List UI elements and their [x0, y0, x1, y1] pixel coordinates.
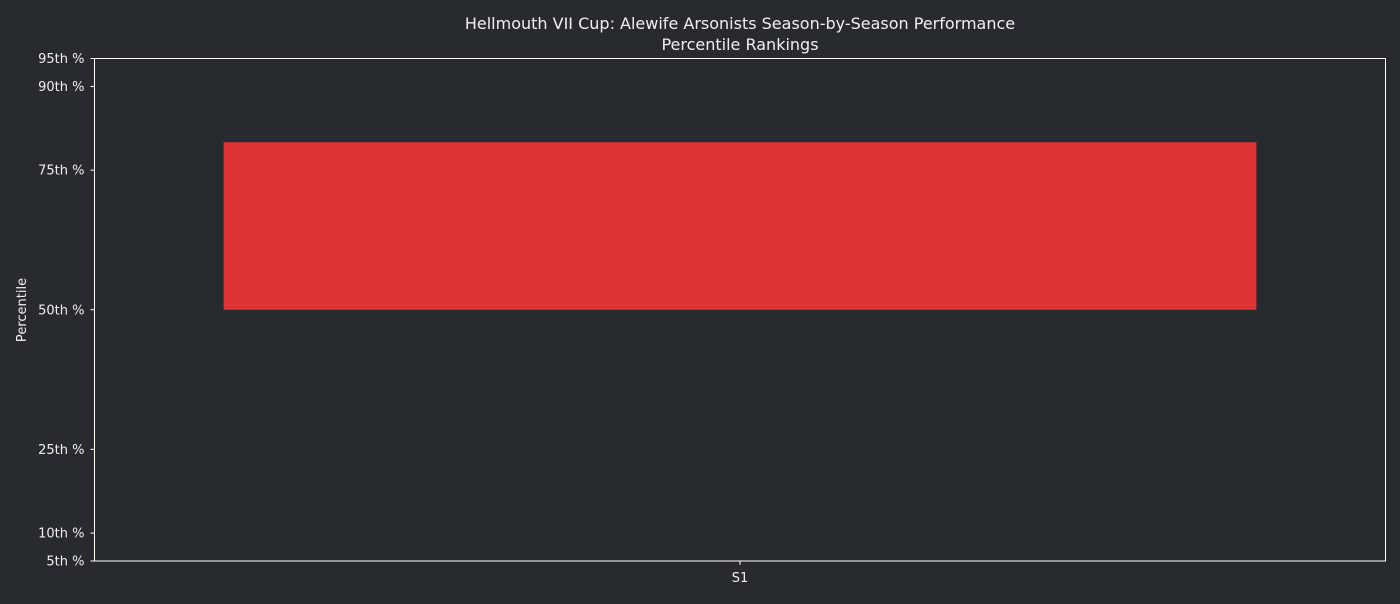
y-axis-label: Percentile: [15, 278, 30, 342]
y-tick-label: 25th %: [38, 443, 84, 458]
y-tick-label: 5th %: [46, 555, 84, 570]
chart-title: Hellmouth VII Cup: Alewife Arsonists Sea…: [465, 14, 1015, 33]
y-tick-label: 50th %: [38, 303, 84, 318]
chart-subtitle: Percentile Rankings: [661, 35, 818, 54]
y-tick-label: 95th %: [38, 52, 84, 67]
y-tick-label: 10th %: [38, 527, 84, 542]
y-tick-label: 75th %: [38, 164, 84, 179]
x-tick-label: S1: [732, 571, 749, 586]
y-tick-label: 90th %: [38, 80, 84, 95]
bar-S1: [223, 142, 1257, 310]
